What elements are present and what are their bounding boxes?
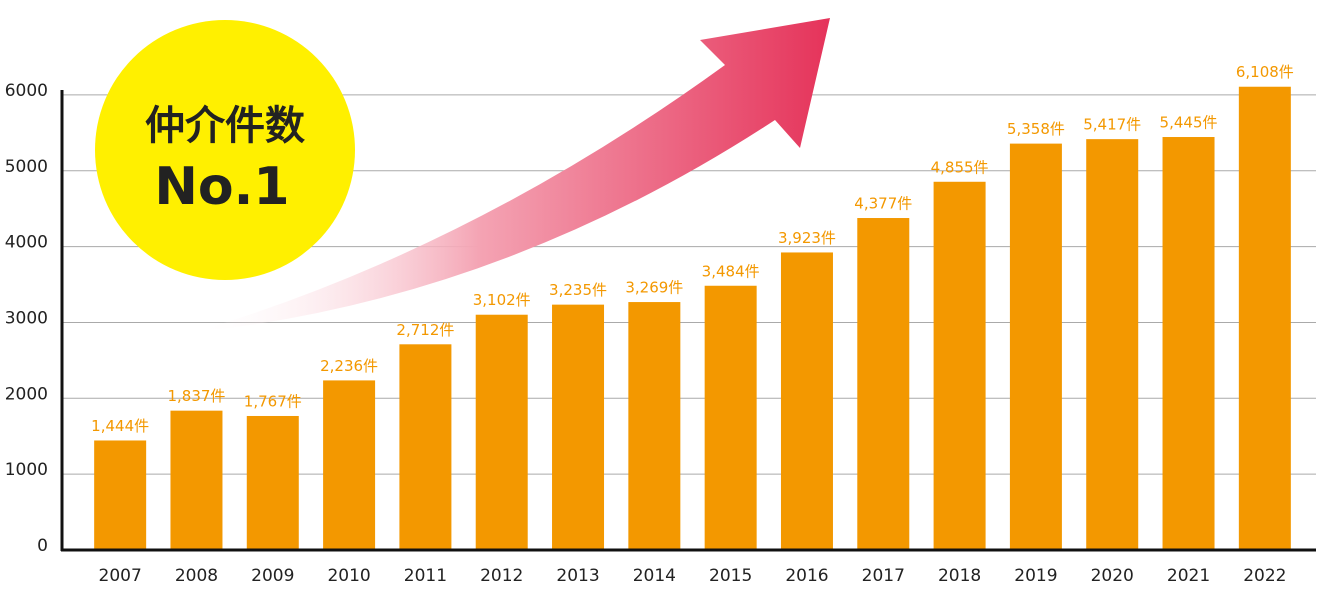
bar	[552, 304, 605, 550]
growth-arrow	[195, 18, 830, 332]
value-label: 5,445件	[1160, 114, 1218, 132]
badge-text: 仲介件数	[145, 103, 305, 149]
bar	[475, 314, 528, 550]
y-tick-label: 2000	[5, 384, 48, 404]
value-label: 4,855件	[931, 158, 989, 176]
bar	[170, 410, 223, 550]
value-label: 1,837件	[167, 387, 225, 405]
badge-circle	[95, 20, 355, 280]
value-label: 2,236件	[320, 357, 378, 375]
y-tick-label: 5000	[5, 157, 48, 177]
x-tick-label: 2010	[327, 566, 370, 586]
x-tick-label: 2022	[1243, 566, 1286, 586]
value-label: 3,269件	[625, 279, 683, 297]
value-label: 5,358件	[1007, 120, 1065, 138]
x-tick-label: 2021	[1167, 566, 1210, 586]
bar	[704, 285, 757, 550]
x-tick-label: 2019	[1014, 566, 1057, 586]
x-tick-label: 2011	[404, 566, 447, 586]
value-label: 1,444件	[91, 417, 149, 435]
bar	[780, 252, 833, 550]
x-tick-label: 2008	[175, 566, 218, 586]
bar	[399, 344, 452, 550]
value-label: 5,417件	[1083, 116, 1141, 134]
bar	[323, 380, 376, 550]
badge-rank: No.1	[154, 157, 289, 217]
value-label: 3,484件	[702, 262, 760, 280]
bar	[1238, 86, 1291, 550]
bar	[933, 181, 986, 551]
value-label: 3,102件	[473, 291, 531, 309]
y-tick-label: 1000	[5, 460, 48, 480]
bar	[857, 218, 910, 551]
badge: 仲介件数 No.1	[95, 20, 355, 280]
value-label: 3,923件	[778, 229, 836, 247]
y-tick-label: 6000	[5, 81, 48, 101]
bar	[1162, 137, 1215, 550]
bar	[94, 440, 147, 550]
x-tick-label: 2018	[938, 566, 981, 586]
value-label: 6,108件	[1236, 63, 1294, 81]
y-tick-label: 3000	[5, 308, 48, 328]
bars: 2007 1,444件 2008 1,837件 2009 1,767件 2010 2,236件…	[91, 63, 1294, 586]
x-tick-label: 2009	[251, 566, 294, 586]
bar	[1086, 139, 1139, 550]
y-tick-label: 0	[37, 536, 48, 556]
x-tick-label: 2020	[1091, 566, 1134, 586]
bar	[1009, 143, 1062, 550]
value-label: 4,377件	[854, 195, 912, 213]
value-label: 3,235件	[549, 281, 607, 299]
x-tick-label: 2015	[709, 566, 752, 586]
value-label: 2,712件	[396, 321, 454, 339]
x-tick-label: 2014	[633, 566, 676, 586]
x-tick-label: 2013	[556, 566, 599, 586]
x-tick-label: 2007	[99, 566, 142, 586]
y-tick-label: 4000	[5, 233, 48, 253]
bar	[246, 415, 299, 550]
bar	[628, 302, 681, 550]
x-tick-label: 2016	[785, 566, 828, 586]
value-label: 1,767件	[244, 392, 302, 410]
x-tick-label: 2017	[862, 566, 905, 586]
x-tick-label: 2012	[480, 566, 523, 586]
